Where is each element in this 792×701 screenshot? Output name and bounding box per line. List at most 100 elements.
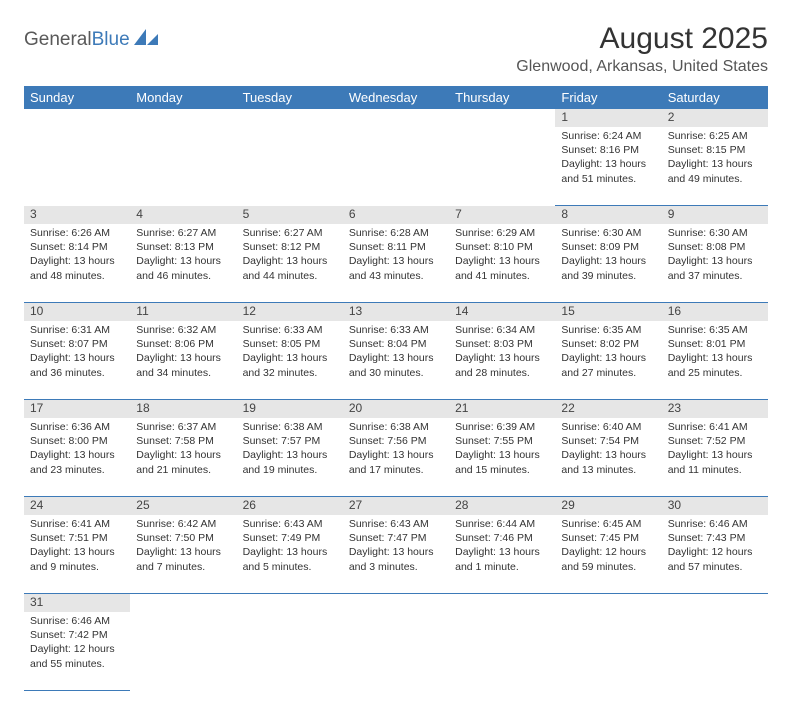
day-detail-cell — [449, 127, 555, 206]
sunset-line: Sunset: 7:51 PM — [30, 531, 124, 545]
sunrise-line: Sunrise: 6:42 AM — [136, 517, 230, 531]
day-detail-cell: Sunrise: 6:31 AMSunset: 8:07 PMDaylight:… — [24, 321, 130, 400]
sunrise-line: Sunrise: 6:40 AM — [561, 420, 655, 434]
day-detail-cell — [662, 612, 768, 691]
sunset-line: Sunset: 7:46 PM — [455, 531, 549, 545]
day-detail-cell: Sunrise: 6:43 AMSunset: 7:49 PMDaylight:… — [237, 515, 343, 594]
sunset-line: Sunset: 8:13 PM — [136, 240, 230, 254]
day-detail-row: Sunrise: 6:46 AMSunset: 7:42 PMDaylight:… — [24, 612, 768, 691]
day-number-cell: 14 — [449, 303, 555, 322]
sunrise-line: Sunrise: 6:28 AM — [349, 226, 443, 240]
day-detail-row: Sunrise: 6:36 AMSunset: 8:00 PMDaylight:… — [24, 418, 768, 497]
day-detail-cell — [130, 127, 236, 206]
day-number-cell: 27 — [343, 497, 449, 516]
logo-text-general: General — [24, 29, 92, 51]
daylight-line2: and 57 minutes. — [668, 560, 762, 574]
day-number-cell: 17 — [24, 400, 130, 419]
day-number-cell: 31 — [24, 594, 130, 613]
sunrise-line: Sunrise: 6:45 AM — [561, 517, 655, 531]
sunset-line: Sunset: 7:54 PM — [561, 434, 655, 448]
day-detail-cell — [343, 612, 449, 691]
daylight-line1: Daylight: 13 hours — [455, 448, 549, 462]
sunrise-line: Sunrise: 6:38 AM — [243, 420, 337, 434]
day-detail-cell: Sunrise: 6:34 AMSunset: 8:03 PMDaylight:… — [449, 321, 555, 400]
sunrise-line: Sunrise: 6:29 AM — [455, 226, 549, 240]
daylight-line2: and 28 minutes. — [455, 366, 549, 380]
weekday-header: Monday — [130, 86, 236, 109]
day-number-cell — [130, 594, 236, 613]
sunrise-line: Sunrise: 6:33 AM — [349, 323, 443, 337]
daylight-line2: and 49 minutes. — [668, 172, 762, 186]
day-number-cell — [555, 594, 661, 613]
day-detail-cell: Sunrise: 6:28 AMSunset: 8:11 PMDaylight:… — [343, 224, 449, 303]
daylight-line1: Daylight: 13 hours — [349, 545, 443, 559]
day-detail-cell: Sunrise: 6:38 AMSunset: 7:57 PMDaylight:… — [237, 418, 343, 497]
daylight-line1: Daylight: 12 hours — [561, 545, 655, 559]
sunset-line: Sunset: 7:57 PM — [243, 434, 337, 448]
day-detail-cell: Sunrise: 6:35 AMSunset: 8:02 PMDaylight:… — [555, 321, 661, 400]
sunrise-line: Sunrise: 6:26 AM — [30, 226, 124, 240]
location-subtitle: Glenwood, Arkansas, United States — [516, 58, 768, 76]
daylight-line1: Daylight: 13 hours — [136, 545, 230, 559]
sunset-line: Sunset: 7:45 PM — [561, 531, 655, 545]
daylight-line2: and 1 minute. — [455, 560, 549, 574]
weekday-header: Thursday — [449, 86, 555, 109]
sunrise-line: Sunrise: 6:27 AM — [136, 226, 230, 240]
day-number-cell — [343, 109, 449, 127]
daylight-line1: Daylight: 12 hours — [30, 642, 124, 656]
day-detail-cell: Sunrise: 6:42 AMSunset: 7:50 PMDaylight:… — [130, 515, 236, 594]
sunrise-line: Sunrise: 6:33 AM — [243, 323, 337, 337]
daylight-line2: and 5 minutes. — [243, 560, 337, 574]
sunset-line: Sunset: 7:43 PM — [668, 531, 762, 545]
sunset-line: Sunset: 8:07 PM — [30, 337, 124, 351]
day-detail-cell: Sunrise: 6:37 AMSunset: 7:58 PMDaylight:… — [130, 418, 236, 497]
day-number-cell: 7 — [449, 206, 555, 225]
daylight-line1: Daylight: 13 hours — [349, 254, 443, 268]
sunrise-line: Sunrise: 6:30 AM — [668, 226, 762, 240]
daylight-line2: and 23 minutes. — [30, 463, 124, 477]
daylight-line2: and 9 minutes. — [30, 560, 124, 574]
daylight-line2: and 25 minutes. — [668, 366, 762, 380]
day-detail-cell: Sunrise: 6:26 AMSunset: 8:14 PMDaylight:… — [24, 224, 130, 303]
day-number-cell: 10 — [24, 303, 130, 322]
day-detail-cell: Sunrise: 6:45 AMSunset: 7:45 PMDaylight:… — [555, 515, 661, 594]
daylight-line2: and 21 minutes. — [136, 463, 230, 477]
day-number-cell — [24, 109, 130, 127]
daylight-line2: and 13 minutes. — [561, 463, 655, 477]
sunrise-line: Sunrise: 6:37 AM — [136, 420, 230, 434]
sunset-line: Sunset: 8:06 PM — [136, 337, 230, 351]
day-detail-cell: Sunrise: 6:46 AMSunset: 7:43 PMDaylight:… — [662, 515, 768, 594]
daylight-line2: and 32 minutes. — [243, 366, 337, 380]
daylight-line1: Daylight: 13 hours — [668, 254, 762, 268]
day-detail-cell — [237, 127, 343, 206]
daylight-line2: and 34 minutes. — [136, 366, 230, 380]
sunrise-line: Sunrise: 6:43 AM — [349, 517, 443, 531]
day-number-cell: 4 — [130, 206, 236, 225]
daylight-line1: Daylight: 13 hours — [561, 157, 655, 171]
sunrise-line: Sunrise: 6:38 AM — [349, 420, 443, 434]
day-number-cell: 3 — [24, 206, 130, 225]
daylight-line1: Daylight: 13 hours — [455, 545, 549, 559]
day-number-cell: 16 — [662, 303, 768, 322]
daylight-line1: Daylight: 13 hours — [668, 157, 762, 171]
day-number-cell: 24 — [24, 497, 130, 516]
day-detail-cell: Sunrise: 6:33 AMSunset: 8:04 PMDaylight:… — [343, 321, 449, 400]
day-number-cell: 5 — [237, 206, 343, 225]
day-number-cell: 19 — [237, 400, 343, 419]
daylight-line2: and 37 minutes. — [668, 269, 762, 283]
day-number-row: 24252627282930 — [24, 497, 768, 516]
sunrise-line: Sunrise: 6:41 AM — [668, 420, 762, 434]
sunrise-line: Sunrise: 6:46 AM — [30, 614, 124, 628]
day-number-cell — [130, 109, 236, 127]
day-number-cell: 28 — [449, 497, 555, 516]
sunrise-line: Sunrise: 6:43 AM — [243, 517, 337, 531]
sunset-line: Sunset: 7:56 PM — [349, 434, 443, 448]
daylight-line1: Daylight: 13 hours — [243, 254, 337, 268]
daylight-line1: Daylight: 13 hours — [561, 448, 655, 462]
weekday-header: Sunday — [24, 86, 130, 109]
weekday-header: Wednesday — [343, 86, 449, 109]
weekday-header: Tuesday — [237, 86, 343, 109]
day-number-cell: 9 — [662, 206, 768, 225]
sunset-line: Sunset: 8:01 PM — [668, 337, 762, 351]
daylight-line1: Daylight: 13 hours — [455, 254, 549, 268]
